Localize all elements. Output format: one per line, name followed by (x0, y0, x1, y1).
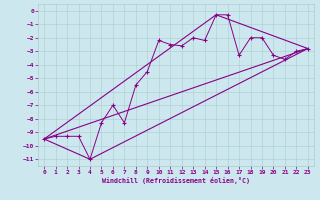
X-axis label: Windchill (Refroidissement éolien,°C): Windchill (Refroidissement éolien,°C) (102, 177, 250, 184)
